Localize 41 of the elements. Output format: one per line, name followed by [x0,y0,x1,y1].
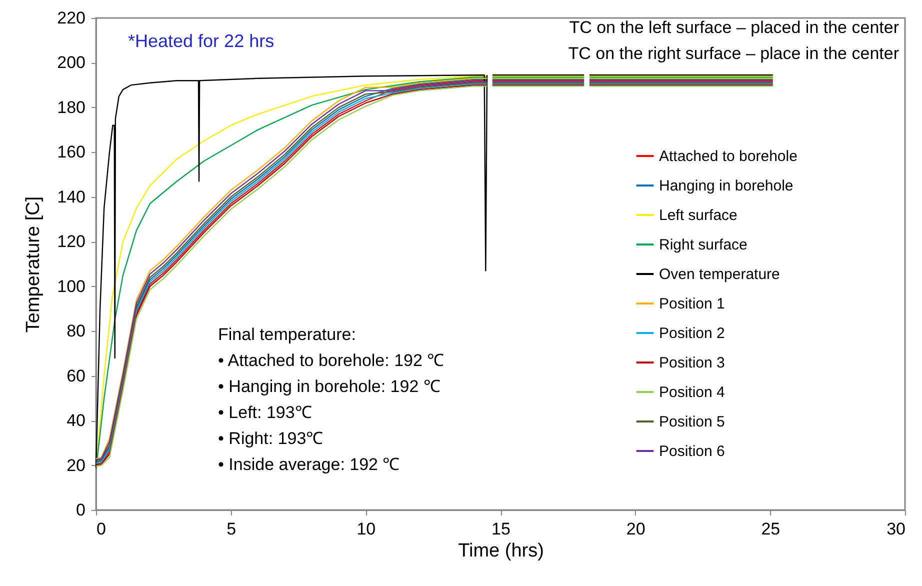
y-tick-label: 40 [66,411,86,430]
legend-label: Left surface [659,207,738,224]
annotation: Final temperature: [218,325,356,344]
legend-label: Position 5 [659,414,725,430]
y-tick-label: 180 [57,98,86,117]
y-axis-title: Temperature [C] [23,196,44,333]
legend-label: Position 3 [659,354,725,372]
y-tick-label: 100 [57,276,86,296]
legend-label: Oven temperature [659,266,780,283]
annotation: TC on the left surface – placed in the center [569,18,900,37]
annotation: *Heated for 22 hrs [128,31,274,51]
x-tick-label: 30 [886,520,906,538]
annotation: • Inside average: 192 ℃ [218,455,400,474]
annotation: • Left: 193℃ [218,403,312,422]
y-tick-label: 220 [57,8,86,28]
legend-label: Position 2 [659,325,725,342]
x-tick-label: 25 [761,520,780,538]
legend-label: Hanging in borehole [659,178,794,194]
y-tick-label: 140 [57,187,86,206]
y-tick-label: 0 [76,500,86,520]
x-tick-label: 0 [96,520,106,538]
x-tick-label: 20 [626,520,646,538]
x-tick-label: 10 [356,520,376,538]
y-tick-label: 160 [57,142,86,162]
x-tick-label: 5 [226,520,236,538]
legend-label: Right surface [659,236,748,254]
legend-label: Position 4 [659,384,725,401]
y-tick-label: 200 [57,53,86,72]
x-tick-label: 15 [492,520,510,538]
y-tick-label: 80 [66,322,86,341]
annotation: TC on the right surface – place in the center [568,44,900,63]
legend-label: Position 6 [659,443,725,460]
x-axis-title: Time (hrs) [458,540,544,562]
annotation: • Right: 193℃ [218,429,324,448]
y-tick-label: 120 [57,232,86,252]
legend-label: Attached to borehole [659,148,798,165]
y-tick-label: 20 [66,456,86,475]
legend-label: Position 1 [659,296,725,312]
annotation: • Hanging in borehole: 192 ℃ [218,377,440,396]
y-tick-label: 60 [66,366,86,386]
annotation: • Attached to borehole: 192 ℃ [218,351,444,370]
